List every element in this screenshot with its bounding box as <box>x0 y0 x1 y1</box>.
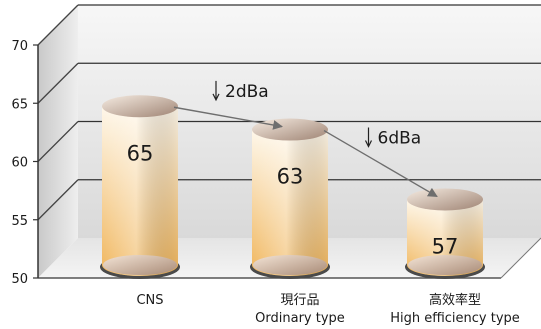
bar-base-cap <box>103 255 177 275</box>
y-tick-label: 65 <box>11 97 28 112</box>
bar-base-cap <box>408 255 482 275</box>
drop-annotation-label: 2dBa <box>225 82 269 102</box>
category-labels: CNS 現行品 Ordinary type 高效率型 High efficiency t… <box>136 292 519 326</box>
bar-base-cap <box>253 255 327 275</box>
drop-arrow <box>323 129 438 198</box>
y-axis-ticks: 50 55 60 65 70 <box>11 39 38 287</box>
category-sublabel: High efficiency type <box>390 311 520 326</box>
bar-value-label: 57 <box>432 234 459 258</box>
bar-top-cap <box>102 95 178 118</box>
bar-body-shade <box>252 129 328 276</box>
bars: 65 63 57 <box>100 95 485 279</box>
category-label: CNS <box>136 293 163 308</box>
gridline-diagonal <box>37 4 79 46</box>
bar-2: 57 <box>405 188 485 279</box>
category-label: 現行品 <box>280 293 319 308</box>
bar-top-cap <box>252 118 328 141</box>
y-tick-label: 60 <box>11 156 28 171</box>
drop-annotation-label: 6dBa <box>378 129 422 149</box>
y-tick-label: 55 <box>11 214 28 229</box>
y-tick-label: 70 <box>11 39 28 54</box>
y-tick-label: 50 <box>11 272 28 287</box>
bar-value-label: 63 <box>277 165 304 189</box>
annotations: 2dBa 6dBa <box>173 80 438 198</box>
drop-arrow <box>173 106 283 130</box>
category-sublabel: Ordinary type <box>255 311 345 326</box>
bar-1: 63 <box>250 118 330 279</box>
category-label: 高效率型 <box>429 292 481 308</box>
gridline-diagonal <box>37 62 79 104</box>
down-arrow-icon-head <box>212 93 220 102</box>
floor-right-edge <box>500 237 541 279</box>
down-arrow-icon-head <box>364 140 373 148</box>
bar-0: 65 <box>100 95 180 279</box>
gridline-diagonal <box>37 121 79 162</box>
bar-body-shade <box>102 106 178 276</box>
gridline-diagonal <box>37 179 79 221</box>
bar-value-label: 65 <box>127 141 154 165</box>
bar-top-cap <box>407 188 483 211</box>
